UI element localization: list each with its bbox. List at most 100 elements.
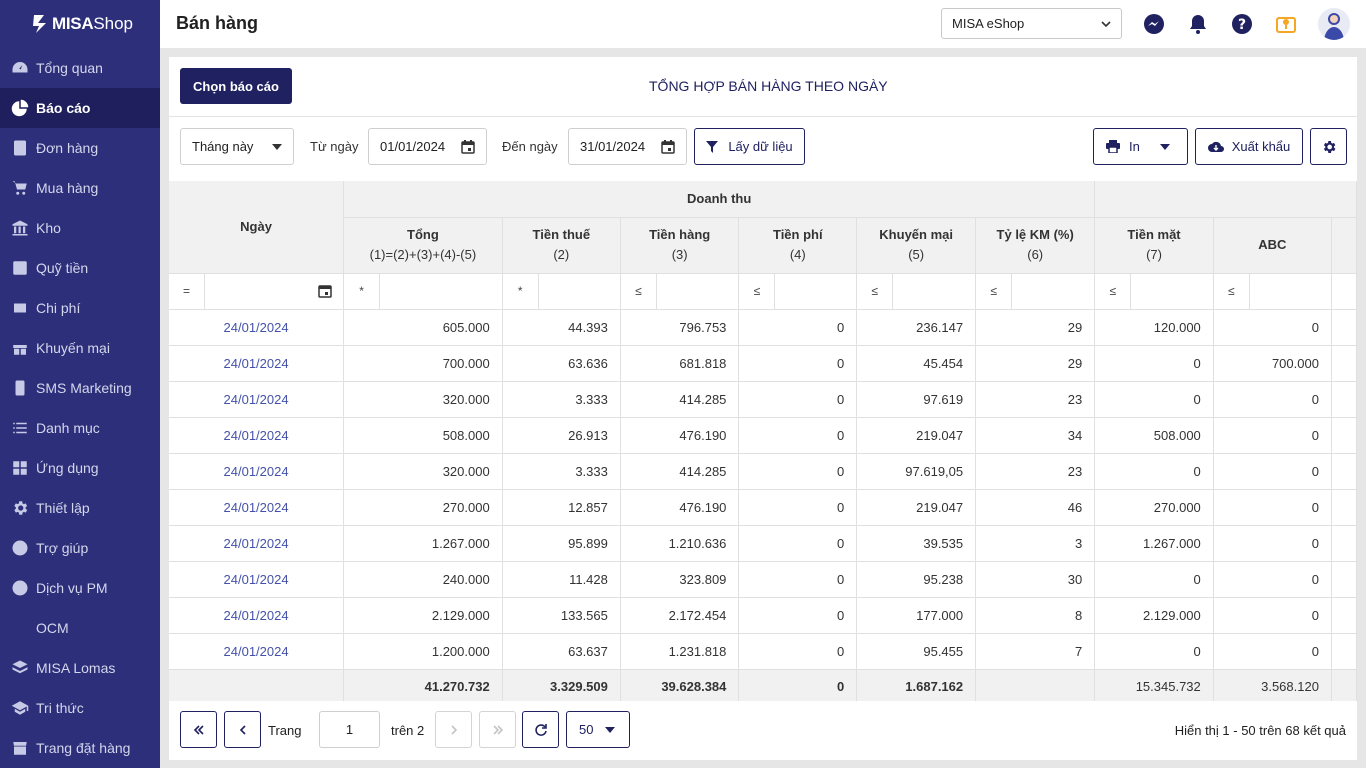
- cell-date-link[interactable]: 24/01/2024: [169, 309, 345, 346]
- location-notify-icon[interactable]: [1274, 12, 1298, 36]
- sidebar-item-ocm[interactable]: OCM: [0, 608, 160, 648]
- table-row[interactable]: 24/01/2024 1.200.000 63.637 1.231.818 0 95.45…: [169, 633, 1357, 670]
- table-row[interactable]: 24/01/2024 700.000 63.636 681.818 0 45.454 29 0…: [169, 345, 1357, 382]
- sidebar-item-gear[interactable]: Thiết lập: [0, 488, 160, 528]
- filter-input[interactable]: [380, 274, 501, 309]
- filter-operator[interactable]: ≤: [857, 273, 894, 308]
- col-header[interactable]: Tiền hàng (3): [620, 217, 740, 274]
- filter-operator[interactable]: ≤: [621, 273, 657, 308]
- table-row[interactable]: 24/01/2024 2.129.000 133.565 2.172.454 0 177.…: [169, 597, 1357, 634]
- app-logo[interactable]: MISA Shop: [0, 0, 160, 48]
- table-row[interactable]: 24/01/2024 320.000 3.333 414.285 0 97.619 23 0 0: [169, 381, 1357, 418]
- sidebar-item-label: OCM: [36, 620, 69, 636]
- calendar-icon[interactable]: [318, 284, 332, 298]
- sidebar-item-order[interactable]: Đơn hàng: [0, 128, 160, 168]
- bell-icon[interactable]: [1186, 12, 1210, 36]
- sidebar-item-apps[interactable]: Ứng dụng: [0, 448, 160, 488]
- cell-date-link[interactable]: 24/01/2024: [169, 561, 345, 598]
- avatar[interactable]: [1318, 8, 1350, 40]
- store-select[interactable]: MISA eShop: [941, 8, 1122, 39]
- sidebar-item-dashboard[interactable]: Tổng quan: [0, 48, 160, 88]
- caret-down-icon[interactable]: [1159, 143, 1170, 150]
- print-button[interactable]: In: [1093, 128, 1188, 165]
- sidebar-item-help[interactable]: Trợ giúp: [0, 528, 160, 568]
- sidebar-item-list[interactable]: Danh mục: [0, 408, 160, 448]
- col-header[interactable]: Khuyến mại (5): [856, 217, 977, 274]
- choose-report-button[interactable]: Chọn báo cáo: [180, 68, 292, 104]
- prev-page-button[interactable]: [224, 711, 261, 748]
- table-row[interactable]: 24/01/2024 1.267.000 95.899 1.210.636 0 39.53…: [169, 525, 1357, 562]
- from-date-input[interactable]: 01/01/2024: [368, 128, 487, 165]
- col-header[interactable]: Tiền thuế (2): [502, 217, 621, 274]
- period-select[interactable]: Tháng này: [180, 128, 294, 165]
- sidebar-item-layers[interactable]: MISA Lomas: [0, 648, 160, 688]
- filter-operator[interactable]: =: [169, 273, 205, 308]
- cell-date-link[interactable]: 24/01/2024: [169, 453, 345, 490]
- cell-date-link[interactable]: 24/01/2024: [169, 489, 345, 526]
- col-header[interactable]: Tổng (1)=(2)+(3)+(4)-(5): [343, 217, 503, 274]
- sidebar-item-cart[interactable]: Mua hàng: [0, 168, 160, 208]
- messenger-icon[interactable]: [1142, 12, 1166, 36]
- sidebar-item-graduation[interactable]: Tri thức: [0, 688, 160, 728]
- next-page-button[interactable]: [435, 711, 472, 748]
- filter-operator[interactable]: *: [503, 273, 539, 308]
- filter-input[interactable]: [1131, 274, 1212, 309]
- cell-date-link[interactable]: 24/01/2024: [169, 417, 345, 454]
- order-icon: [14, 140, 26, 156]
- refresh-button[interactable]: [522, 711, 559, 748]
- fetch-data-button[interactable]: Lấy dữ liệu: [694, 128, 805, 165]
- table-row[interactable]: 24/01/2024 240.000 11.428 323.809 0 95.238 30 0…: [169, 561, 1357, 598]
- col-header[interactable]: Tiền phí (4): [738, 217, 858, 274]
- filter-input[interactable]: [1250, 274, 1331, 309]
- cell-date-link[interactable]: 24/01/2024: [169, 597, 345, 634]
- sidebar-item-phone[interactable]: SMS Marketing: [0, 368, 160, 408]
- table-row[interactable]: 24/01/2024 508.000 26.913 476.190 0 219.047 34…: [169, 417, 1357, 454]
- calendar-icon[interactable]: [661, 139, 675, 154]
- table-cell: 95.899: [502, 525, 621, 562]
- cell-date-link[interactable]: 24/01/2024: [169, 633, 345, 670]
- filter-operator[interactable]: ≤: [976, 273, 1013, 308]
- filter-operator[interactable]: ≤: [1095, 273, 1132, 308]
- export-button[interactable]: Xuất khẩu: [1195, 128, 1303, 165]
- col-header[interactable]: Tiền mặt (7): [1094, 217, 1214, 274]
- cell-date-link[interactable]: 24/01/2024: [169, 381, 345, 418]
- filter-input[interactable]: [893, 274, 974, 309]
- settings-button[interactable]: [1310, 128, 1347, 165]
- table-cell: 3.333: [502, 381, 621, 418]
- sidebar-item-label: Dịch vụ PM: [36, 580, 108, 596]
- page-size-select[interactable]: 50: [566, 711, 630, 748]
- filter-date-input[interactable]: [205, 274, 307, 309]
- filter-operator[interactable]: ≤: [739, 273, 776, 308]
- col-header[interactable]: ABC: [1213, 217, 1332, 274]
- sidebar-item-label: Ứng dụng: [36, 460, 99, 476]
- sidebar-item-gift[interactable]: Khuyến mại: [0, 328, 160, 368]
- filter-input[interactable]: [657, 274, 738, 309]
- help-icon[interactable]: ?: [1230, 12, 1254, 36]
- filter-input[interactable]: [1012, 274, 1094, 309]
- col-header[interactable]: Tỷ lệ KM (%) (6): [975, 217, 1096, 274]
- filter-operator[interactable]: ≤: [1214, 273, 1250, 308]
- table-row[interactable]: 24/01/2024 605.000 44.393 796.753 0 236.147 29…: [169, 309, 1357, 346]
- page-number-input[interactable]: 1: [319, 711, 380, 748]
- table-cell-extra: [1331, 561, 1357, 598]
- filter-input[interactable]: [775, 274, 855, 309]
- last-page-button[interactable]: [479, 711, 516, 748]
- cell-date-link[interactable]: 24/01/2024: [169, 345, 345, 382]
- table-row[interactable]: 24/01/2024 270.000 12.857 476.190 0 219.047 46…: [169, 489, 1357, 526]
- sidebar-item-shop[interactable]: Trang đặt hàng: [0, 728, 160, 768]
- table-cell: 0: [738, 381, 858, 418]
- to-date-input[interactable]: 31/01/2024: [568, 128, 687, 165]
- filter-operator[interactable]: *: [344, 273, 381, 308]
- col-header-date[interactable]: Ngày: [169, 181, 345, 274]
- table-cell: 0: [738, 309, 858, 346]
- first-page-button[interactable]: [180, 711, 217, 748]
- sidebar-item-warehouse[interactable]: Kho: [0, 208, 160, 248]
- table-row[interactable]: 24/01/2024 320.000 3.333 414.285 0 97.619,05 2…: [169, 453, 1357, 490]
- sidebar-item-user[interactable]: Dịch vụ PM: [0, 568, 160, 608]
- sidebar-item-pie-chart[interactable]: Báo cáo: [0, 88, 160, 128]
- cell-date-link[interactable]: 24/01/2024: [169, 525, 345, 562]
- sidebar-item-safe[interactable]: Quỹ tiền: [0, 248, 160, 288]
- filter-input[interactable]: [539, 274, 620, 309]
- calendar-icon[interactable]: [461, 139, 475, 154]
- sidebar-item-expense[interactable]: Chi phí: [0, 288, 160, 328]
